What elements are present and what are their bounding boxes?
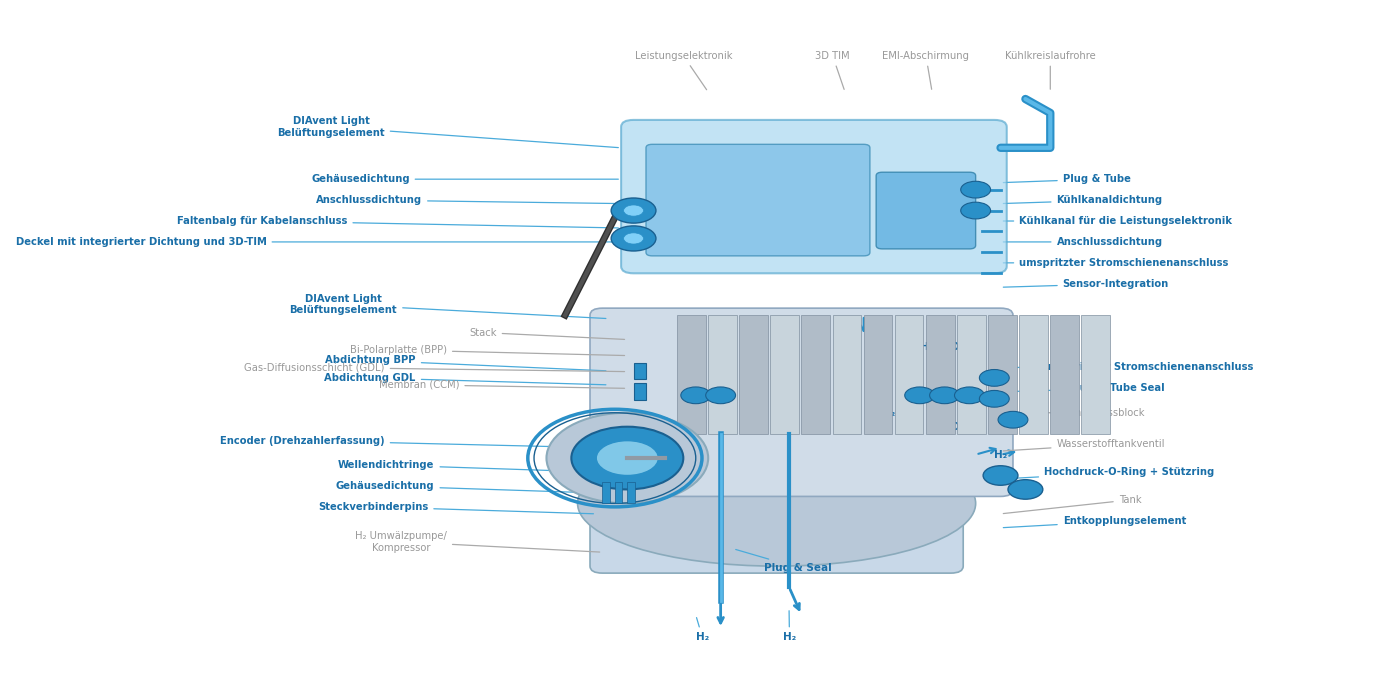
Circle shape bbox=[904, 387, 935, 404]
Bar bbox=[602, 482, 610, 503]
Text: Kühlkreislaufrohre: Kühlkreislaufrohre bbox=[1005, 50, 1096, 90]
Circle shape bbox=[955, 387, 984, 404]
Bar bbox=[678, 315, 706, 434]
Bar bbox=[801, 315, 830, 434]
Circle shape bbox=[983, 466, 1018, 485]
Text: Steckverbinderpins: Steckverbinderpins bbox=[318, 502, 594, 514]
Text: Entkopplungselement: Entkopplungselement bbox=[1004, 516, 1186, 528]
Text: umspritzter Stromschienenanschluss: umspritzter Stromschienenanschluss bbox=[1004, 258, 1229, 268]
Bar bbox=[615, 482, 623, 503]
Text: Plug & Tube: Plug & Tube bbox=[1004, 174, 1131, 184]
Text: Plug & Tube Seal: Plug & Tube Seal bbox=[1004, 384, 1165, 393]
Bar bbox=[1050, 315, 1079, 434]
Bar bbox=[833, 315, 861, 434]
Text: Wasserstofftankventil: Wasserstofftankventil bbox=[1004, 439, 1165, 451]
Text: Faltenbalg für Kabelanschluss: Faltenbalg für Kabelanschluss bbox=[176, 216, 619, 228]
Bar bbox=[708, 315, 736, 434]
Bar bbox=[739, 315, 769, 434]
Text: H₂: H₂ bbox=[864, 321, 876, 330]
Text: umspritzter Stromschienenanschluss: umspritzter Stromschienenanschluss bbox=[1004, 363, 1253, 372]
Text: Bi-Polarplatte (BPP): Bi-Polarplatte (BPP) bbox=[350, 345, 624, 356]
Bar bbox=[634, 363, 645, 379]
Text: Abdichtung BPP: Abdichtung BPP bbox=[325, 356, 606, 371]
Circle shape bbox=[980, 370, 1009, 386]
Text: Sensor-Integration: Sensor-Integration bbox=[1004, 279, 1169, 289]
Text: H₂O+O₂: H₂O+O₂ bbox=[920, 342, 963, 351]
Text: Deckel mit integrierter Dichtung und 3D-TIM: Deckel mit integrierter Dichtung und 3D-… bbox=[15, 237, 619, 247]
Text: Anschlussdichtung: Anschlussdichtung bbox=[1004, 237, 1162, 247]
Text: H₂: H₂ bbox=[882, 407, 896, 418]
Text: DIAvent Light
Belüftungselement: DIAvent Light Belüftungselement bbox=[290, 294, 606, 318]
Text: Membran (CCM): Membran (CCM) bbox=[379, 380, 624, 390]
Text: H₂: H₂ bbox=[783, 610, 797, 643]
Text: Abdichtung GDL: Abdichtung GDL bbox=[325, 373, 606, 385]
Bar bbox=[1081, 315, 1110, 434]
Circle shape bbox=[623, 233, 644, 244]
Circle shape bbox=[706, 387, 735, 404]
Text: Stack: Stack bbox=[469, 328, 624, 340]
Circle shape bbox=[571, 427, 683, 489]
FancyBboxPatch shape bbox=[876, 172, 976, 249]
Circle shape bbox=[930, 387, 959, 404]
Text: H₂: H₂ bbox=[994, 449, 1008, 460]
FancyBboxPatch shape bbox=[622, 120, 1007, 273]
FancyBboxPatch shape bbox=[589, 308, 1014, 496]
Text: Anschlussblock: Anschlussblock bbox=[1004, 407, 1145, 418]
Text: Wellendichtringe: Wellendichtringe bbox=[339, 460, 594, 472]
Text: Plug & Seal: Plug & Seal bbox=[736, 550, 832, 573]
Text: Gehäusedichtung: Gehäusedichtung bbox=[336, 481, 594, 493]
Bar bbox=[958, 315, 986, 434]
Text: DIAvent Light
Belüftungselement: DIAvent Light Belüftungselement bbox=[277, 116, 619, 148]
Circle shape bbox=[960, 181, 991, 198]
Text: Gas-Diffusionsschicht (GDL): Gas-Diffusionsschicht (GDL) bbox=[245, 363, 624, 372]
Circle shape bbox=[1008, 480, 1043, 499]
Circle shape bbox=[960, 202, 991, 219]
Bar bbox=[895, 315, 924, 434]
Text: H₂ Umwälzpumpe/
Kompressor: H₂ Umwälzpumpe/ Kompressor bbox=[356, 531, 599, 552]
Text: Leistungselektronik: Leistungselektronik bbox=[634, 50, 732, 90]
Text: Gehäusedichtung: Gehäusedichtung bbox=[311, 174, 619, 184]
Circle shape bbox=[546, 413, 708, 503]
FancyBboxPatch shape bbox=[589, 434, 963, 573]
Circle shape bbox=[612, 198, 657, 223]
Bar bbox=[627, 482, 634, 503]
Bar bbox=[1019, 315, 1047, 434]
Bar bbox=[864, 315, 892, 434]
Ellipse shape bbox=[578, 440, 976, 566]
Circle shape bbox=[980, 391, 1009, 407]
Circle shape bbox=[998, 412, 1028, 428]
Text: EMI-Abschirmung: EMI-Abschirmung bbox=[882, 50, 969, 90]
Circle shape bbox=[596, 440, 658, 475]
FancyBboxPatch shape bbox=[645, 144, 869, 256]
Bar bbox=[925, 315, 955, 434]
Text: Hochdruck-O-Ring + Stützring: Hochdruck-O-Ring + Stützring bbox=[1004, 467, 1214, 479]
Text: 3D TIM: 3D TIM bbox=[815, 50, 850, 90]
Text: O₂: O₂ bbox=[951, 421, 965, 432]
Bar bbox=[770, 315, 799, 434]
Circle shape bbox=[612, 226, 657, 251]
Circle shape bbox=[623, 205, 644, 216]
Text: Kühlkanaldichtung: Kühlkanaldichtung bbox=[1004, 195, 1162, 205]
Bar bbox=[634, 384, 645, 400]
Text: Kühlkanal für die Leistungselektronik: Kühlkanal für die Leistungselektronik bbox=[1004, 216, 1232, 226]
Text: Tank: Tank bbox=[1004, 495, 1141, 514]
Text: H₂: H₂ bbox=[696, 617, 708, 643]
Bar bbox=[988, 315, 1016, 434]
Text: Encoder (Drehzahlerfassung): Encoder (Drehzahlerfassung) bbox=[220, 435, 594, 447]
Circle shape bbox=[680, 387, 711, 404]
Text: Anschlussdichtung: Anschlussdichtung bbox=[316, 195, 619, 205]
